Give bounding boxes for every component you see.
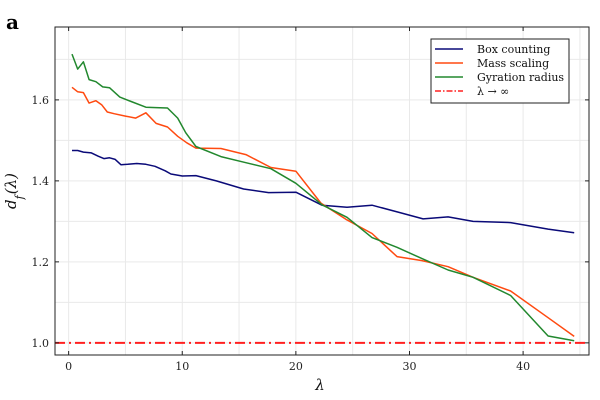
legend-entry: Gyration radius <box>477 71 564 84</box>
axis-ticks: 0 10 20 30 40 1.0 1.2 1.4 1.6 <box>32 27 589 373</box>
plot-frame <box>54 26 590 356</box>
y-tick-label: 1.6 <box>32 94 50 107</box>
x-tick-label: 20 <box>289 360 303 373</box>
panel-label: a <box>6 10 19 34</box>
y-tick-label: 1.0 <box>32 337 50 350</box>
y-axis-label-text: df(λ) <box>2 173 26 209</box>
y-axis-label: df(λ) <box>2 173 26 209</box>
series-line-gyration-radius <box>71 53 575 342</box>
y-tick-label: 1.2 <box>32 256 50 269</box>
x-tick-label: 40 <box>516 360 530 373</box>
x-tick-label: 10 <box>175 360 189 373</box>
legend-entry: Mass scaling <box>477 57 549 70</box>
y-tick-label: 1.4 <box>32 175 50 188</box>
legend-entry: Box counting <box>477 43 550 56</box>
x-tick-label: 30 <box>402 360 416 373</box>
series-line-mass-scaling <box>71 86 575 338</box>
x-tick-label: 0 <box>65 360 72 373</box>
series-lines <box>55 53 589 344</box>
series-line-box-counting <box>72 149 575 234</box>
x-axis-label: λ <box>314 376 325 394</box>
legend-entry: λ → ∞ <box>477 85 509 98</box>
